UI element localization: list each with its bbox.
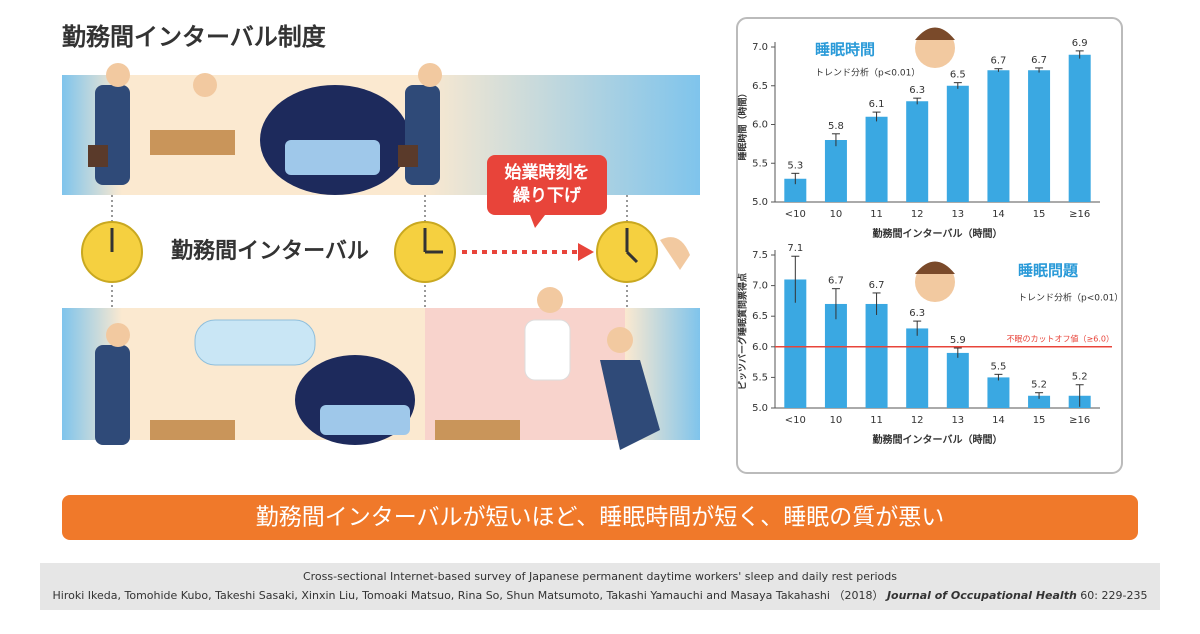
- y-tick-label: 5.5: [752, 372, 768, 383]
- bar: [784, 279, 807, 408]
- illustration-top: [62, 63, 700, 195]
- chart-subtitle: トレンド分析（p<0.01）: [1018, 292, 1123, 304]
- x-tick-label: 13: [951, 415, 964, 426]
- x-tick-label: 10: [830, 209, 843, 220]
- value-label: 5.5: [990, 361, 1006, 372]
- x-tick-label: 10: [830, 415, 843, 426]
- bar: [1028, 395, 1051, 408]
- y-tick-label: 5.5: [752, 158, 768, 169]
- bar: [865, 116, 888, 202]
- value-label: 5.3: [787, 160, 803, 171]
- y-tick-label: 5.0: [752, 197, 768, 208]
- x-tick-label: 11: [870, 415, 883, 426]
- clock-hands: [110, 228, 639, 264]
- x-tick-label: ≥16: [1069, 209, 1090, 220]
- y-tick-label: 7.0: [752, 281, 768, 292]
- bar: [906, 328, 929, 408]
- value-label: 5.8: [828, 121, 844, 132]
- x-tick-label: 14: [992, 415, 1005, 426]
- value-label: 5.2: [1031, 380, 1047, 391]
- x-tick-label: 13: [951, 209, 964, 220]
- value-label: 6.7: [828, 276, 844, 287]
- citation-title: Cross-sectional Internet-based survey of…: [303, 570, 897, 583]
- face-happy: [915, 27, 955, 68]
- value-label: 6.5: [950, 70, 966, 81]
- y-tick-label: 7.5: [752, 250, 768, 261]
- x-tick-label: 11: [870, 209, 883, 220]
- bar: [784, 178, 807, 202]
- value-label: 6.7: [869, 280, 885, 291]
- bar: [987, 70, 1010, 202]
- reference-label: 不眠のカットオフ値（≥6.0）: [1007, 333, 1114, 343]
- bar: [1028, 70, 1051, 202]
- citation-box: [40, 563, 1160, 610]
- value-label: 6.3: [909, 308, 925, 319]
- y-tick-label: 6.0: [752, 120, 768, 131]
- x-tick-label: 12: [911, 209, 924, 220]
- arrow-head: [578, 243, 594, 261]
- value-label: 6.3: [909, 85, 925, 96]
- title: 勤務間インターバル制度: [62, 23, 327, 51]
- x-tick-label: 12: [911, 415, 924, 426]
- value-label: 5.9: [950, 335, 966, 346]
- x-tick-label: 15: [1033, 415, 1046, 426]
- bar: [906, 101, 929, 202]
- callout-line: 始業時刻を: [505, 162, 590, 183]
- chart-subtitle: トレンド分析（p<0.01）: [815, 67, 920, 79]
- bar: [946, 352, 969, 408]
- x-tick-label: <10: [785, 209, 806, 220]
- y-tick-label: 6.5: [752, 81, 768, 92]
- y-tick-label: 7.0: [752, 42, 768, 53]
- value-label: 6.7: [990, 56, 1006, 67]
- value-label: 6.1: [869, 99, 885, 110]
- y-tick-label: 6.5: [752, 311, 768, 322]
- callout-tail: [530, 215, 545, 228]
- y-axis-label: 睡眠時間（時間）: [737, 88, 749, 160]
- chart-title: 睡眠時間: [815, 41, 875, 59]
- x-tick-label: <10: [785, 415, 806, 426]
- y-tick-label: 6.0: [752, 342, 768, 353]
- bar: [1068, 54, 1091, 202]
- x-tick-label: 14: [992, 209, 1005, 220]
- bar: [824, 303, 847, 408]
- x-axis-label: 勤務間インターバル（時間）: [873, 227, 1003, 240]
- bar: [987, 377, 1010, 408]
- value-label: 6.9: [1072, 38, 1088, 49]
- x-tick-label: ≥16: [1069, 415, 1090, 426]
- callout-box: [487, 155, 607, 215]
- bar: [865, 303, 888, 408]
- bar: [946, 85, 969, 202]
- value-label: 7.1: [787, 243, 803, 254]
- value-label: 5.2: [1072, 372, 1088, 383]
- interval-label: 勤務間インターバル: [171, 238, 369, 264]
- value-label: 6.7: [1031, 55, 1047, 66]
- callout-line: 繰り下げ: [513, 185, 582, 206]
- bar: [824, 140, 847, 202]
- citation-authors: Hiroki Ikeda, Tomohide Kubo, Takeshi Sas…: [53, 589, 1148, 602]
- x-tick-label: 15: [1033, 209, 1046, 220]
- banner-text: 勤務間インターバルが短いほど、睡眠時間が短く、睡眠の質が悪い: [256, 505, 945, 531]
- chart-title: 睡眠問題: [1018, 262, 1079, 280]
- volume: 60: 229-235: [1080, 589, 1147, 602]
- x-axis-label: 勤務間インターバル（時間）: [873, 433, 1003, 446]
- illustration-bottom: [62, 287, 700, 450]
- journal: Journal of Occupational Health: [885, 589, 1077, 602]
- banner: [62, 495, 1138, 540]
- y-tick-label: 5.0: [752, 403, 768, 414]
- hand: [660, 237, 690, 270]
- face-tired: [915, 261, 955, 302]
- authors: Hiroki Ikeda, Tomohide Kubo, Takeshi Sas…: [53, 589, 884, 602]
- y-axis-label: ピッツバーグ睡眠質問票得点: [737, 273, 749, 390]
